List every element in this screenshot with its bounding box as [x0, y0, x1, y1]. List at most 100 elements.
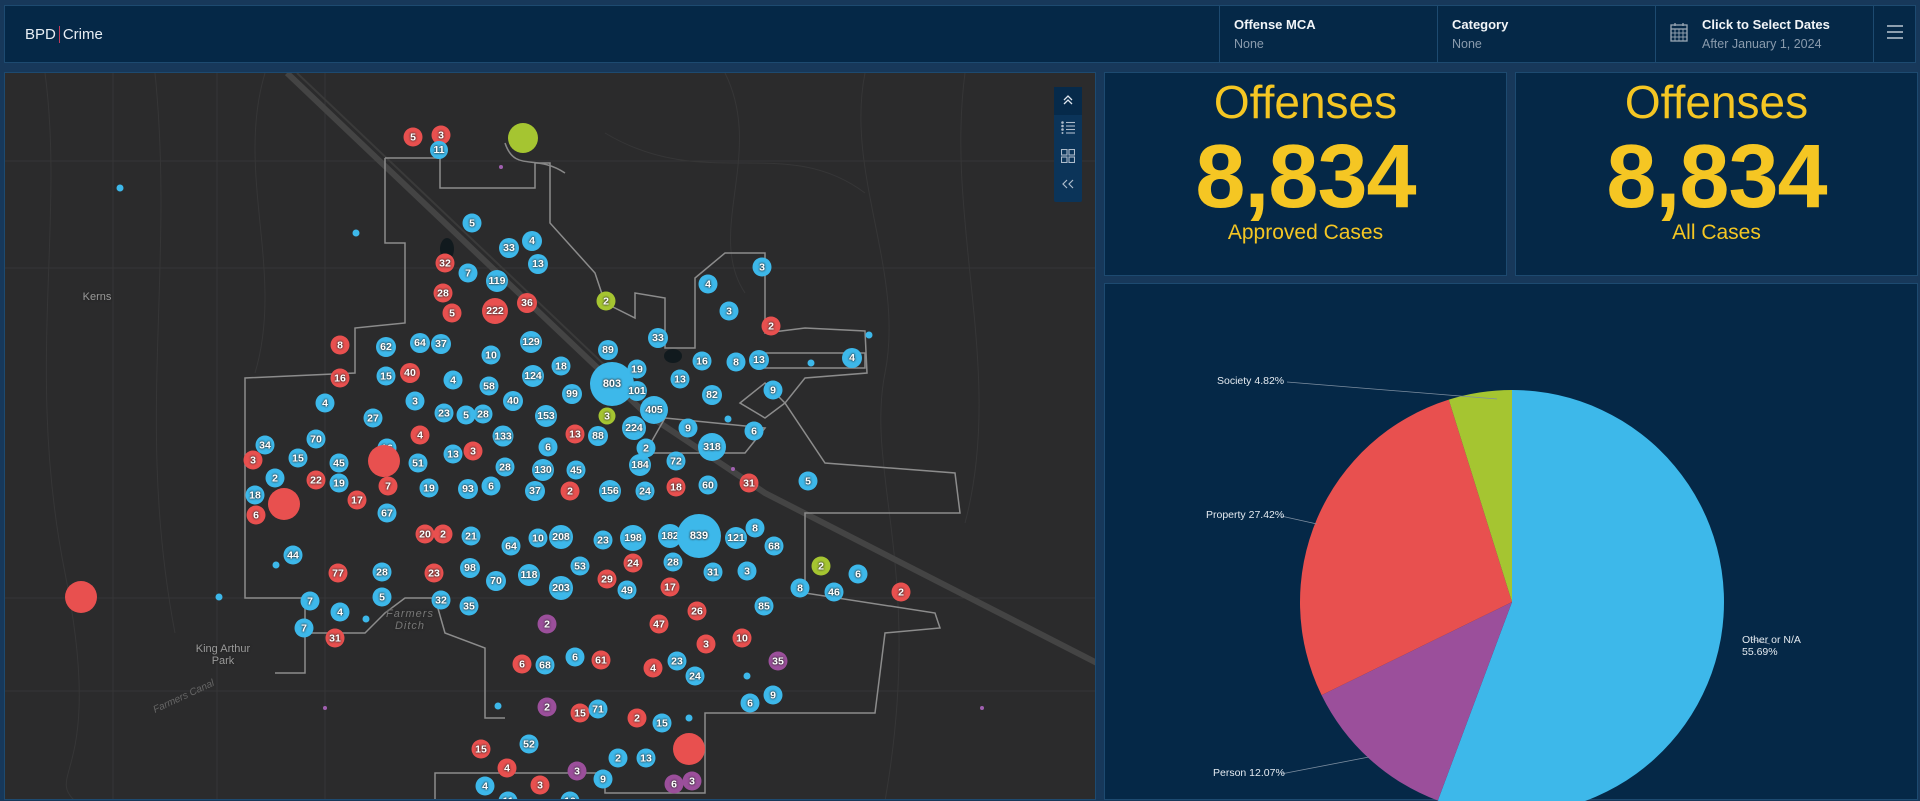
date-filter[interactable]: Click to Select Dates After January 1, 2… [1655, 6, 1873, 62]
category-filter[interactable]: Category None [1437, 6, 1655, 62]
map-cluster[interactable]: 6 [512, 654, 532, 674]
map-cluster[interactable]: 9 [763, 380, 783, 400]
map-cluster[interactable]: 4 [497, 758, 517, 778]
map-cluster[interactable]: 3 [530, 775, 550, 795]
map-cluster[interactable]: 101 [627, 381, 647, 401]
pie-slice[interactable] [1300, 399, 1512, 696]
map-cluster[interactable]: 4 [842, 348, 862, 368]
map-cluster[interactable]: 3 [737, 561, 757, 581]
map-cluster[interactable]: 10 [481, 345, 501, 365]
map-cluster[interactable]: 61 [591, 650, 611, 670]
map-cluster[interactable] [807, 359, 815, 367]
map-cluster[interactable]: 26 [687, 601, 707, 621]
map-cluster[interactable]: 10 [560, 791, 580, 799]
map-cluster[interactable]: 40 [503, 391, 523, 411]
map-cluster[interactable]: 47 [649, 614, 669, 634]
map-cluster[interactable]: 6 [744, 421, 764, 441]
map-cluster[interactable]: 3 [752, 257, 772, 277]
map-cluster[interactable]: 10 [732, 628, 752, 648]
map-cluster[interactable]: 17 [660, 577, 680, 597]
map-cluster[interactable]: 9 [678, 418, 698, 438]
map-cluster[interactable] [673, 733, 705, 765]
map-cluster[interactable] [685, 714, 693, 722]
map-cluster[interactable] [272, 561, 280, 569]
map-cluster[interactable]: 62 [376, 337, 396, 357]
map-cluster[interactable] [724, 415, 732, 423]
map-cluster[interactable]: 15 [471, 739, 491, 759]
map-cluster[interactable]: 33 [648, 328, 668, 348]
map-cluster[interactable]: 5 [798, 471, 818, 491]
map-cluster[interactable]: 3 [431, 125, 451, 145]
map-cluster[interactable]: 156 [599, 480, 621, 502]
map-cluster[interactable]: 11 [498, 791, 518, 799]
pie-slice[interactable] [1448, 390, 1512, 602]
map-cluster[interactable] [865, 331, 873, 339]
map-cluster[interactable]: 28 [372, 562, 392, 582]
collapse-panel-button[interactable] [1054, 171, 1082, 199]
map-cluster[interactable]: 60 [698, 475, 718, 495]
map-cluster[interactable]: 19 [419, 478, 439, 498]
map-cluster[interactable]: 35 [768, 651, 788, 671]
offense-mca-filter[interactable]: Offense MCA None [1219, 6, 1437, 62]
map-cluster[interactable]: 2 [761, 316, 781, 336]
map-cluster[interactable]: 18 [666, 477, 686, 497]
map-cluster[interactable]: 2 [433, 524, 453, 544]
map-cluster[interactable]: 839 [677, 514, 721, 558]
map-cluster[interactable]: 6 [848, 564, 868, 584]
map-cluster[interactable]: 4 [443, 370, 463, 390]
map-cluster[interactable]: 3 [682, 771, 702, 791]
map-cluster[interactable]: 4 [315, 393, 335, 413]
map-cluster[interactable]: 15 [570, 703, 590, 723]
map-cluster[interactable]: 153 [535, 405, 557, 427]
map-cluster[interactable]: 46 [824, 582, 844, 602]
map-cluster[interactable]: 13 [670, 369, 690, 389]
map-cluster[interactable]: 6 [565, 647, 585, 667]
map-cluster[interactable]: 19 [329, 473, 349, 493]
map-cluster[interactable]: 24 [623, 553, 643, 573]
map-cluster[interactable]: 58 [479, 376, 499, 396]
crime-map[interactable]: Farmers Canal Kerns King Arthur Park Farme… [4, 72, 1096, 800]
map-cluster[interactable]: 31 [739, 473, 759, 493]
map-cluster[interactable] [494, 702, 502, 710]
map-cluster[interactable]: 28 [663, 552, 683, 572]
map-cluster[interactable]: 35 [459, 596, 479, 616]
map-cluster[interactable]: 28 [495, 457, 515, 477]
pie-slice[interactable] [1437, 390, 1724, 801]
map-cluster[interactable]: 118 [518, 564, 540, 586]
map-cluster[interactable]: 2 [608, 748, 628, 768]
map-cluster[interactable]: 3 [696, 634, 716, 654]
map-cluster[interactable]: 89 [598, 340, 618, 360]
map-cluster[interactable]: 13 [443, 444, 463, 464]
map-cluster[interactable]: 8 [790, 578, 810, 598]
map-cluster[interactable]: 8 [745, 518, 765, 538]
map-cluster[interactable]: 24 [635, 481, 655, 501]
map-cluster[interactable]: 37 [525, 481, 545, 501]
map-cluster[interactable]: 67 [377, 503, 397, 523]
map-cluster[interactable]: 44 [283, 545, 303, 565]
map-cluster[interactable] [743, 672, 751, 680]
map-cluster[interactable]: 3 [243, 450, 263, 470]
map-cluster[interactable]: 51 [408, 453, 428, 473]
map-cluster[interactable]: 32 [435, 253, 455, 273]
map-cluster[interactable]: 70 [486, 571, 506, 591]
map-cluster[interactable]: 121 [725, 527, 747, 549]
map-cluster[interactable] [368, 445, 400, 477]
map-cluster[interactable]: 34 [255, 435, 275, 455]
map-cluster[interactable]: 88 [588, 426, 608, 446]
map-cluster[interactable]: 15 [652, 713, 672, 733]
map-cluster[interactable]: 98 [460, 558, 480, 578]
map-cluster[interactable]: 68 [535, 655, 555, 675]
map-cluster[interactable]: 124 [522, 365, 544, 387]
map-cluster[interactable]: 99 [562, 384, 582, 404]
map-cluster[interactable]: 2 [537, 697, 557, 717]
map-cluster[interactable]: 6 [538, 437, 558, 457]
map-cluster[interactable]: 32 [431, 590, 451, 610]
map-cluster[interactable]: 13 [528, 254, 548, 274]
map-cluster[interactable]: 4 [475, 776, 495, 796]
map-cluster[interactable] [508, 123, 538, 153]
map-cluster[interactable]: 2 [265, 468, 285, 488]
map-cluster[interactable]: 19 [627, 359, 647, 379]
map-cluster[interactable]: 7 [300, 591, 320, 611]
map-cluster[interactable]: 31 [325, 628, 345, 648]
map-cluster[interactable]: 119 [486, 270, 508, 292]
